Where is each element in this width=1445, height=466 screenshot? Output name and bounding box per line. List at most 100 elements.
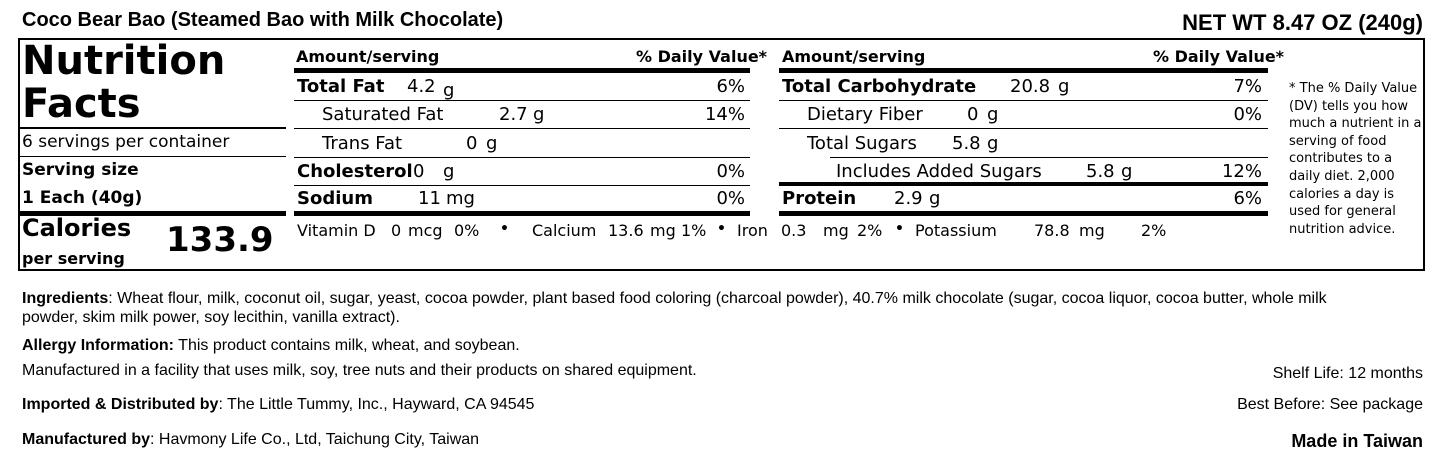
nutrient-amount-total-sugars: 5.8 xyxy=(952,133,981,154)
country-of-origin: Made in Taiwan xyxy=(1291,431,1423,451)
nutrient-amount-total-carbohydrate: 20.8 xyxy=(1010,76,1051,97)
nutrient-amount-dietary-fiber: 0 xyxy=(967,104,979,125)
ingredients-label: Ingredients xyxy=(22,290,109,307)
divider xyxy=(294,185,750,186)
thick-divider xyxy=(294,68,750,73)
facility-statement: Manufactured in a facility that uses mil… xyxy=(22,362,697,379)
manufactured-text: : Havmony Life Co., Ltd, Taichung City, … xyxy=(150,431,480,448)
imported-by: Imported & Distributed by: The Little Tu… xyxy=(22,396,534,414)
nutrient-amount-total-fat: 4.2 xyxy=(407,76,436,97)
nutrient-unit-protein: g xyxy=(929,188,941,209)
nutrient-unit-total-sugars: g xyxy=(987,133,999,154)
imported-text: : The Little Tummy, Inc., Hayward, CA 94… xyxy=(218,396,535,413)
servings-per-container: 6 servings per container xyxy=(22,132,230,152)
daily-value-footnote: * The % Daily Value (DV) tells you how m… xyxy=(1289,81,1422,237)
vitamin-separator: • xyxy=(717,221,726,237)
nutrient-dv-total-carbohydrate: 7% xyxy=(1233,76,1262,97)
thick-divider xyxy=(779,68,1268,73)
nutrient-unit-added-sugars: g xyxy=(1121,161,1133,182)
iron-dv: 2% xyxy=(857,221,883,240)
nutrient-dv-protein: 6% xyxy=(1233,188,1262,209)
nutrient-dv-total-fat: 6% xyxy=(716,76,745,97)
nutrient-dv-cholesterol: 0% xyxy=(716,161,745,182)
nutrient-dv-dietary-fiber: 0% xyxy=(1233,104,1262,125)
nutrient-amount-saturated-fat: 2.7 xyxy=(499,104,528,125)
nutrition-facts-panel xyxy=(18,38,1425,271)
potassium-amount: 78.8 xyxy=(1034,221,1070,240)
nutrient-name-cholesterol: Cholesterol xyxy=(297,161,413,182)
nutrient-unit-total-fat: g xyxy=(443,80,455,101)
thick-divider xyxy=(779,182,1268,186)
divider xyxy=(830,157,1268,158)
nutrition-title-line1: Nutrition xyxy=(22,38,226,84)
calcium-unit: mg xyxy=(650,221,676,240)
shelf-life: Shelf Life: 12 months xyxy=(1272,365,1423,382)
net-weight: NET WT 8.47 OZ (240g) xyxy=(1182,10,1423,35)
nutrient-amount-added-sugars: 5.8 xyxy=(1086,161,1115,182)
iron-amount: 0.3 xyxy=(781,221,807,240)
divider xyxy=(20,156,286,157)
calories-label: Calories xyxy=(22,214,132,242)
nutrient-name-total-fat: Total Fat xyxy=(297,76,385,97)
potassium-name: Potassium xyxy=(915,221,997,240)
thick-divider xyxy=(294,211,750,216)
nutrient-dv-saturated-fat: 14% xyxy=(704,104,745,125)
ingredients-line2: powder, skim milk power, soy lecithin, v… xyxy=(22,309,400,326)
divider xyxy=(294,128,750,129)
right-header-amount: Amount/serving xyxy=(782,47,926,66)
vitamin-separator: • xyxy=(500,221,509,237)
product-name: Coco Bear Bao (Steamed Bao with Milk Cho… xyxy=(22,9,504,31)
nutrient-name-dietary-fiber: Dietary Fiber xyxy=(807,104,923,125)
divider xyxy=(20,127,286,129)
imported-label: Imported & Distributed by xyxy=(22,396,219,413)
nutrient-name-total-carbohydrate: Total Carbohydrate xyxy=(782,76,977,97)
ingredients-text: : Wheat flour, milk, coconut oil, sugar,… xyxy=(108,290,1327,307)
vitamin-d-dv: 0% xyxy=(454,221,480,240)
thick-divider xyxy=(779,211,1268,216)
calcium-amount: 13.6 xyxy=(608,221,644,240)
thick-divider xyxy=(20,211,286,216)
nutrient-name-protein: Protein xyxy=(782,188,857,209)
potassium-dv: 2% xyxy=(1141,221,1167,240)
right-header-dv: % Daily Value* xyxy=(1153,47,1285,66)
manufactured-by: Manufactured by: Havmony Life Co., Ltd, … xyxy=(22,431,479,449)
calories-sub-label: per serving xyxy=(22,249,125,268)
left-header-amount: Amount/serving xyxy=(296,47,440,66)
nutrient-dv-sodium: 0% xyxy=(716,188,745,209)
best-before: Best Before: See package xyxy=(1237,396,1423,413)
vitamin-d-amount: 0 xyxy=(391,221,402,240)
vitamin-separator: • xyxy=(895,221,904,237)
nutrient-unit-total-carbohydrate: g xyxy=(1058,76,1070,97)
divider xyxy=(294,100,750,101)
potassium-unit: mg xyxy=(1079,221,1105,240)
nutrient-amount-protein: 2.9 xyxy=(894,188,923,209)
iron-name: Iron xyxy=(737,221,768,240)
nutrient-name-saturated-fat: Saturated Fat xyxy=(322,104,444,125)
serving-size-label: Serving size xyxy=(22,160,139,180)
vitamin-d-name: Vitamin D xyxy=(297,221,376,240)
calcium-dv: 1% xyxy=(681,221,707,240)
nutrient-dv-added-sugars: 12% xyxy=(1221,161,1262,182)
nutrient-amount-sodium: 11 xyxy=(418,188,441,209)
divider xyxy=(779,128,1268,129)
divider xyxy=(294,157,750,158)
divider xyxy=(779,100,1268,101)
nutrient-name-trans-fat: Trans Fat xyxy=(322,133,403,154)
nutrient-unit-sodium: mg xyxy=(446,188,475,209)
calcium-name: Calcium xyxy=(532,221,597,240)
nutrient-name-sodium: Sodium xyxy=(297,188,373,209)
nutrient-name-added-sugars: Includes Added Sugars xyxy=(836,161,1042,182)
allergy-label: Allergy Information: xyxy=(22,337,175,354)
nutrition-title-line2: Facts xyxy=(22,81,141,127)
nutrient-unit-saturated-fat: g xyxy=(533,104,545,125)
nutrient-name-total-sugars: Total Sugars xyxy=(807,133,917,154)
manufactured-label: Manufactured by xyxy=(22,431,151,448)
ingredients-line1: Ingredients: Wheat flour, milk, coconut … xyxy=(22,290,1327,308)
left-header-dv: % Daily Value* xyxy=(636,47,768,66)
serving-size-value: 1 Each (40g) xyxy=(22,188,143,208)
iron-unit: mg xyxy=(823,221,849,240)
allergy-information: Allergy Information: This product contai… xyxy=(22,337,520,355)
nutrient-amount-cholesterol: 0 xyxy=(413,161,425,182)
nutrient-amount-trans-fat: 0 xyxy=(466,133,478,154)
vitamin-d-unit: mcg xyxy=(408,221,443,240)
